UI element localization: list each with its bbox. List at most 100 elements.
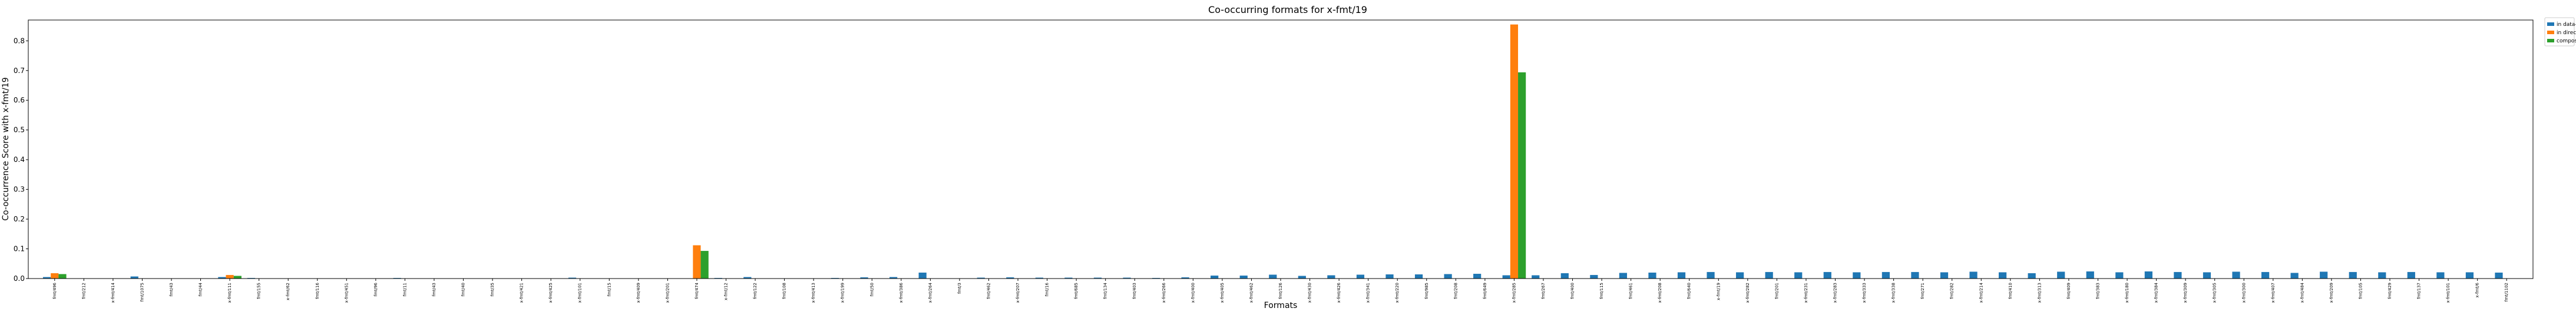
bar-in-data-objects-x-fmt-101-18 — [568, 277, 577, 279]
bar-in-data-objects-x-fmt-300-75 — [2232, 271, 2240, 279]
x-tick-label-15: fmt/35 — [490, 283, 495, 296]
bar-in-data-objects-fmt-649-49 — [1473, 273, 1482, 279]
bar-in-data-objects-x-fmt-199-27 — [831, 277, 839, 279]
bar-in-data-objects-x-fmt-209-78 — [2320, 271, 2328, 279]
x-tick-label-79: fmt/105 — [2358, 283, 2363, 299]
bars-group — [42, 24, 2503, 279]
bar-in-data-objects-x-fmt-208-55 — [1648, 272, 1656, 279]
x-tick-label-32: fmt/462 — [986, 283, 991, 299]
x-tick-label-22: fmt/474 — [695, 282, 699, 299]
legend-label-in-directories: in directories — [2557, 30, 2576, 36]
bar-in-data-objects-fmt-105-79 — [2349, 271, 2357, 279]
y-tick-label-8: 0.8 — [14, 37, 25, 45]
x-tick-label-52: fmt/400 — [1570, 283, 1575, 299]
x-tick-label-5: fmt/44 — [199, 282, 203, 296]
x-tick-label-8: x-fmt/62 — [286, 283, 290, 300]
x-tick-label-81: fmt/137 — [2417, 283, 2422, 299]
y-axis-label: Co-occurrence Score with x-fmt/19 — [1, 77, 11, 221]
x-tick-label-47: fmt/985 — [1424, 283, 1429, 299]
x-tick-label-10: x-fmt/451 — [344, 283, 349, 303]
x-tick-label-56: fmt/640 — [1687, 283, 1692, 299]
bar-in-data-objects-x-fmt-101-82 — [2436, 272, 2445, 279]
bar-in-data-objects-fmt-126-42 — [1269, 274, 1277, 279]
bar-in-data-objects-x-fmt-407-76 — [2261, 271, 2270, 279]
bar-in-data-objects-x-fmt-384-72 — [2144, 271, 2152, 279]
y-tick-label-2: 0.2 — [14, 215, 25, 223]
x-tick-label-39: x-fmt/400 — [1191, 283, 1195, 303]
x-tick-label-2: x-fmt/414 — [111, 282, 115, 303]
x-tick-label-6: x-fmt/111 — [227, 283, 232, 303]
bar-in-data-objects-x-fmt-282-58 — [1736, 272, 1744, 279]
bar-in-data-objects-x-fmt-214-66 — [1969, 271, 1978, 279]
x-tick-label-68: x-fmt/313 — [2037, 283, 2042, 303]
bar-in-data-objects-fmt-50-28 — [860, 277, 868, 279]
x-tick-label-16: x-fmt/421 — [520, 283, 524, 303]
x-tick-label-40: x-fmt/405 — [1220, 283, 1225, 303]
legend-swatch-in-directories — [2547, 31, 2554, 34]
x-tick-label-49: fmt/649 — [1483, 283, 1487, 299]
x-tick-label-41: x-fmt/462 — [1249, 283, 1254, 303]
bar-in-data-objects-x-fmt-430-43 — [1298, 276, 1306, 279]
x-tick-label-54: fmt/461 — [1629, 283, 1633, 299]
bar-in-data-objects-fmt-985-47 — [1414, 274, 1423, 279]
legend-label-composed: composed — [2557, 38, 2576, 44]
legend-swatch-in-data-objects — [2547, 22, 2554, 26]
bar-in-data-objects-x-fmt-426-44 — [1327, 275, 1335, 279]
x-tick-label-61: x-fmt/283 — [1833, 283, 1838, 303]
x-tick-label-45: x-fmt/341 — [1366, 283, 1371, 303]
bar-in-data-objects-x-fmt-305-74 — [2203, 272, 2211, 279]
x-tick-label-11: fmt/96 — [373, 282, 378, 296]
x-tick-label-36: fmt/134 — [1103, 282, 1108, 299]
x-tick-label-23: x-fmt/12 — [723, 283, 728, 300]
bar-in-data-objects-x-fmt-283-61 — [1823, 271, 1831, 279]
bar-in-data-objects-fmt-122-24 — [743, 277, 752, 279]
x-tick-label-46: x-fmt/220 — [1395, 283, 1400, 303]
bar-in-data-objects-fmt-496-0 — [42, 277, 51, 279]
bar-in-data-objects-fmt-685-35 — [1064, 277, 1073, 279]
x-tick-label-37: fmt/403 — [1132, 283, 1137, 299]
x-tick-label-71: x-fmt/180 — [2125, 283, 2129, 303]
x-tick-label-69: fmt/409 — [2066, 283, 2071, 299]
x-tick-label-31: fmt/3 — [957, 283, 962, 294]
x-tick-label-77: x-fmt/484 — [2300, 282, 2304, 303]
bar-in-data-objects-x-fmt-12-23 — [714, 277, 722, 279]
x-tick-label-59: fmt/201 — [1774, 283, 1779, 299]
bar-composed-x-fmt-285-50 — [1518, 72, 1526, 279]
x-tick-label-33: x-fmt/207 — [1016, 283, 1020, 303]
x-tick-label-4: fmt/43 — [169, 283, 174, 296]
x-tick-label-72: x-fmt/384 — [2154, 282, 2159, 303]
x-tick-label-44: x-fmt/426 — [1337, 282, 1341, 303]
x-tick-label-0: fmt/496 — [52, 282, 57, 299]
legend-swatch-composed — [2547, 39, 2554, 42]
x-tick-label-58: x-fmt/282 — [1745, 283, 1750, 303]
legend: in data-objects in directories composed — [2544, 17, 2576, 47]
bar-in-data-objects-x-fmt-400-39 — [1181, 277, 1189, 279]
x-tick-label-82: x-fmt/101 — [2446, 283, 2451, 303]
bar-in-data-objects-x-fmt-111-6 — [218, 277, 226, 279]
bar-in-data-objects-x-fmt-285-50 — [1502, 275, 1510, 279]
x-tick-label-28: fmt/50 — [869, 283, 874, 296]
x-tick-label-14: fmt/40 — [461, 283, 466, 296]
bar-in-data-objects-x-fmt-484-77 — [2290, 273, 2299, 279]
bar-in-data-objects-x-fmt-180-71 — [2115, 272, 2124, 279]
bar-in-data-objects-fmt-134-36 — [1093, 277, 1102, 279]
bar-composed-x-fmt-111-6 — [233, 276, 242, 279]
bar-in-data-objects-fmt-201-59 — [1765, 271, 1773, 279]
y-tick-label-1: 0.1 — [14, 245, 25, 253]
x-tick-label-65: fmt/282 — [1950, 283, 1955, 299]
x-tick-label-78: x-fmt/209 — [2329, 283, 2334, 303]
bar-in-data-objects-fmt-11-12 — [393, 277, 401, 279]
x-tick-label-19: fmt/15 — [607, 283, 611, 296]
x-tick-label-62: x-fmt/333 — [1862, 283, 1867, 303]
x-tick-label-80: fmt/429 — [2387, 283, 2392, 299]
bar-in-data-objects-x-fmt-462-41 — [1239, 275, 1248, 279]
plot-area-frame — [28, 19, 2534, 279]
bar-in-data-objects-fmt-403-37 — [1123, 277, 1131, 279]
x-tick-label-24: fmt/122 — [753, 283, 758, 299]
x-tick-label-84: fmt/1102 — [2504, 283, 2509, 302]
y-tick-label-0: 0.0 — [14, 274, 25, 283]
x-tick-label-27: x-fmt/199 — [841, 283, 845, 303]
x-tick-label-42: fmt/126 — [1278, 282, 1283, 299]
bar-in-data-objects-x-fmt-6-83 — [2465, 272, 2474, 279]
x-tick-label-38: x-fmt/266 — [1162, 282, 1166, 303]
